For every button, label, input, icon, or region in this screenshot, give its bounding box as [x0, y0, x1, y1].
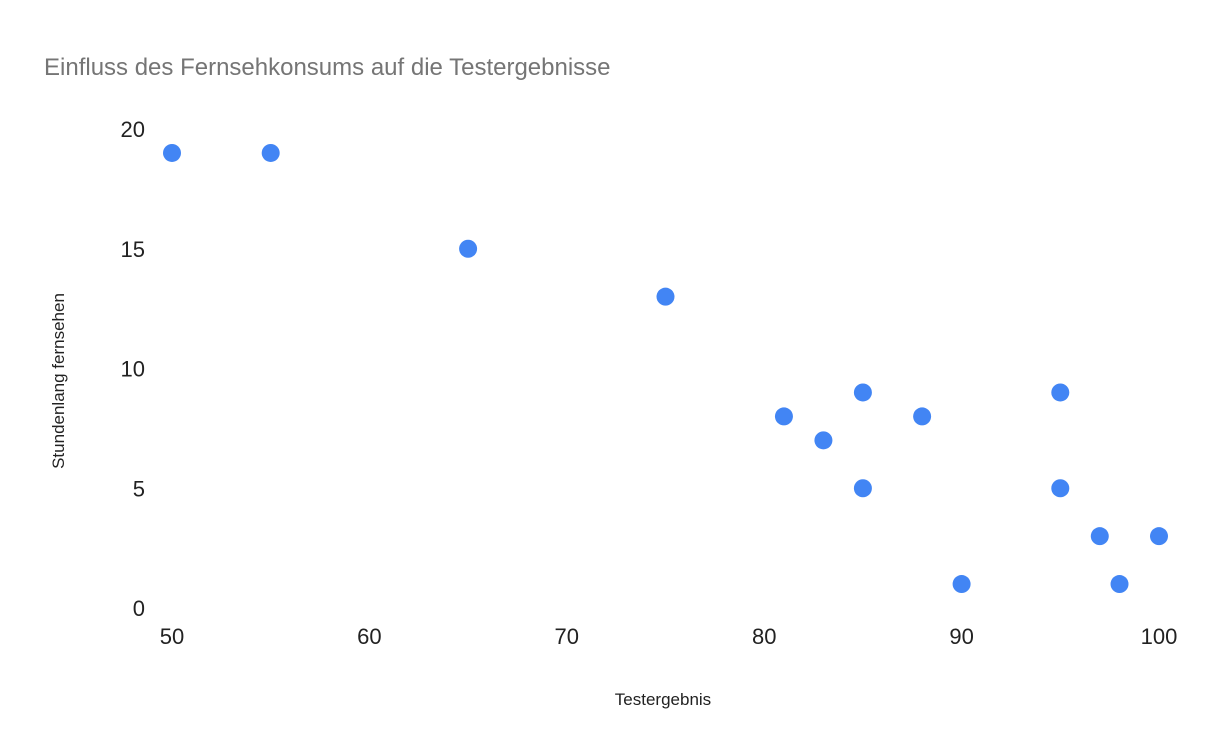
data-point: [952, 575, 971, 594]
y-tick-label: 20: [121, 117, 145, 142]
data-point: [1110, 575, 1129, 594]
data-point: [853, 383, 872, 402]
x-tick-label: 100: [1141, 624, 1178, 649]
x-tick-label: 50: [160, 624, 184, 649]
x-tick-label: 90: [949, 624, 973, 649]
data-points: [163, 143, 1168, 594]
y-tick-label: 5: [133, 476, 145, 501]
data-point: [814, 431, 833, 450]
x-tick-label: 80: [752, 624, 776, 649]
data-point: [1090, 527, 1109, 546]
y-tick-label: 0: [133, 596, 145, 621]
x-tick-labels: 50 60 70 80 90 100: [160, 624, 1178, 649]
y-axis-label: Stundenlang fernsehen: [49, 293, 68, 469]
chart-title: Einfluss des Fernsehkonsums auf die Test…: [44, 54, 611, 81]
data-point: [1150, 527, 1168, 546]
data-point: [1051, 383, 1070, 402]
y-tick-labels: 0 5 10 15 20: [121, 117, 145, 621]
data-point: [774, 407, 793, 426]
x-tick-label: 60: [357, 624, 381, 649]
y-tick-label: 15: [121, 237, 145, 262]
data-point: [459, 239, 478, 258]
data-point: [163, 143, 181, 162]
data-point: [1051, 479, 1070, 498]
data-point: [853, 479, 872, 498]
x-axis-label: Testergebnis: [615, 690, 711, 709]
data-point: [656, 287, 675, 306]
y-tick-label: 10: [121, 357, 145, 382]
x-tick-label: 70: [555, 624, 579, 649]
data-point: [261, 143, 280, 162]
data-point: [913, 407, 932, 426]
